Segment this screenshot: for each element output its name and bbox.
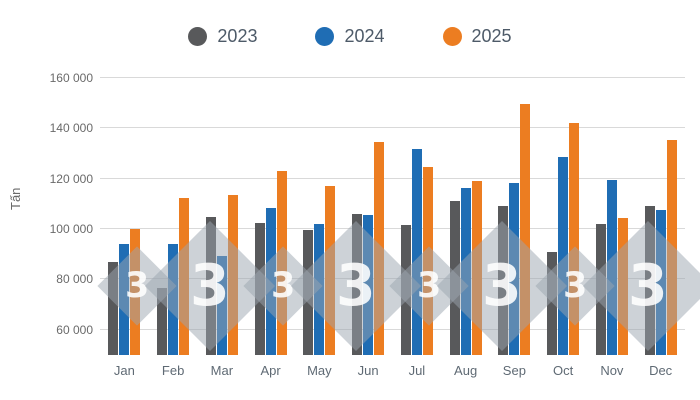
plot-area: 60 000 80 000 100 000 120 000 140 000 160 000	[50, 71, 685, 355]
bar-2025-jun	[374, 142, 385, 355]
bar-2024-oct	[558, 157, 569, 355]
x-tick-label-apr: Apr	[260, 363, 281, 378]
legend-swatch-2025	[442, 27, 462, 46]
gridline	[100, 77, 685, 78]
bar-2025-jan	[130, 229, 141, 355]
x-tick-label-jun: Jun	[357, 363, 379, 378]
bar-group-aug	[449, 78, 482, 355]
bar-2024-dec	[655, 210, 666, 355]
x-axis-labels: Jan Feb Mar Apr May Jun Jul Aug Sep Oct Nov Dec	[100, 363, 685, 383]
bar-2024-may	[314, 224, 325, 355]
bar-2023-mar	[205, 216, 216, 355]
x-tick-label-jul: Jul	[408, 363, 426, 378]
bar-2024-mar	[216, 255, 227, 355]
legend-swatch-2024	[315, 27, 335, 46]
bar-2023-nov	[595, 224, 606, 355]
bar-group-jul	[400, 78, 433, 355]
gridline	[100, 127, 685, 129]
bar-2024-apr	[265, 207, 276, 355]
bar-2023-oct	[547, 251, 558, 355]
y-tick-label: 140 000	[49, 121, 93, 136]
bar-2025-oct	[569, 123, 580, 355]
bar-2024-sep	[509, 182, 520, 355]
gridline	[100, 177, 685, 179]
y-tick-label: 120 000	[49, 171, 93, 186]
legend: 2023 2024 2025	[0, 26, 700, 47]
bar-group-apr	[254, 78, 287, 355]
bar-2025-feb	[179, 197, 190, 355]
legend-label-2023: 2023	[217, 26, 258, 46]
bar-group-nov	[595, 78, 628, 355]
bar-2025-mar	[227, 195, 238, 355]
x-tick-label-jan: Jan	[113, 363, 135, 378]
bar-2024-jun	[363, 215, 374, 355]
bar-2025-aug	[471, 181, 482, 355]
x-tick-label-may: May	[307, 363, 332, 378]
bar-2025-nov	[617, 217, 628, 355]
bar-2023-jan	[108, 261, 119, 355]
legend-label-2025: 2025	[471, 26, 512, 46]
bar-2025-sep	[520, 104, 531, 355]
bar-2023-sep	[498, 206, 509, 355]
bar-2023-aug	[449, 201, 460, 355]
y-tick-label: 60 000	[56, 322, 93, 337]
x-tick-label-aug: Aug	[454, 363, 478, 378]
bar-2024-nov	[606, 180, 617, 355]
bar-group-sep	[498, 78, 531, 355]
bar-2024-jul	[411, 148, 422, 355]
x-tick-label-oct: Oct	[553, 363, 574, 378]
x-tick-label-mar: Mar	[210, 363, 234, 378]
bar-group-feb	[157, 78, 190, 355]
bar-2023-jun	[352, 213, 363, 355]
y-tick-label: 80 000	[56, 272, 93, 287]
y-axis-title: Tấn	[8, 187, 23, 210]
bar-group-dec	[644, 78, 677, 355]
bar-2023-jul	[400, 225, 411, 355]
bar-2025-may	[325, 186, 336, 355]
bar-group-jun	[352, 78, 385, 355]
bar-group-mar	[205, 78, 238, 355]
y-tick-label: 160 000	[49, 71, 93, 85]
legend-item-2023[interactable]: 2023	[188, 26, 257, 47]
x-tick-label-nov: Nov	[600, 363, 624, 378]
legend-item-2024[interactable]: 2024	[315, 26, 385, 47]
x-tick-label-dec: Dec	[649, 363, 673, 378]
bar-2025-dec	[666, 139, 677, 355]
x-tick-label-sep: Sep	[502, 363, 526, 378]
legend-label-2024: 2024	[344, 26, 385, 46]
bar-2023-dec	[644, 206, 655, 355]
bar-2025-apr	[276, 171, 287, 355]
y-tick-label: 100 000	[49, 222, 93, 237]
bar-2023-may	[303, 230, 314, 355]
legend-swatch-2023	[188, 27, 208, 46]
bar-2024-feb	[168, 244, 179, 355]
bar-2024-aug	[460, 187, 471, 355]
bar-group-jan	[108, 78, 141, 355]
bar-group-may	[303, 78, 336, 355]
bar-group-oct	[547, 78, 580, 355]
x-tick-label-feb: Feb	[161, 363, 185, 378]
bar-2023-apr	[254, 222, 265, 355]
bar-2023-feb	[157, 288, 168, 355]
bar-2024-jan	[119, 244, 130, 355]
legend-item-2025[interactable]: 2025	[442, 26, 512, 47]
bar-2025-jul	[422, 167, 433, 355]
